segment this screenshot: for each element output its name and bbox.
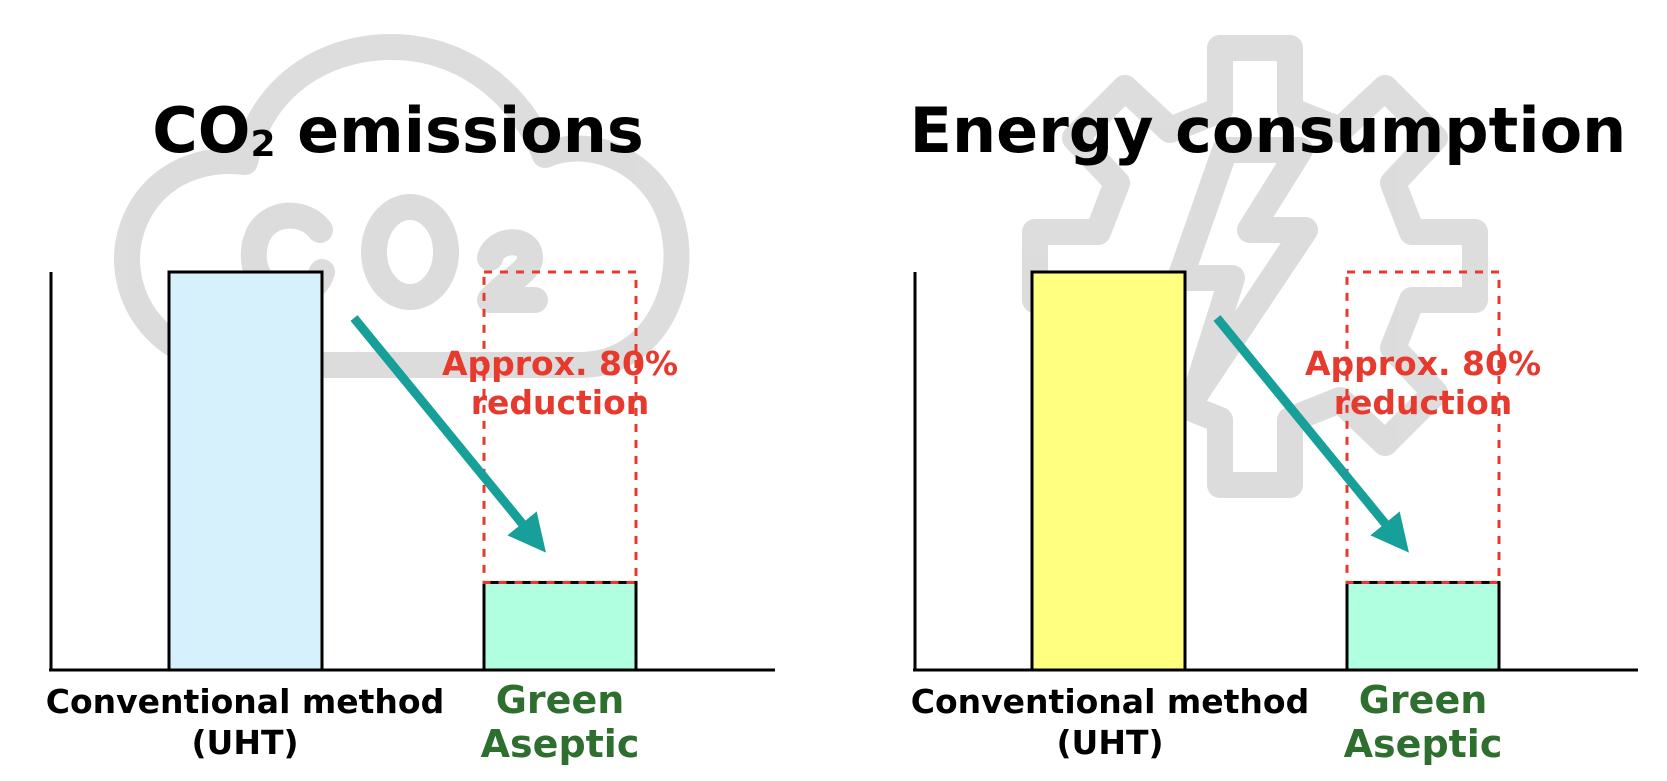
tick-label-aseptic: Aseptic [481, 722, 640, 766]
annotation-line2: reduction [471, 383, 650, 422]
annotation-line2: reduction [1334, 383, 1513, 422]
annotation-line1: Approx. 80% [1305, 344, 1541, 383]
tick-label-conventional-method: Conventional method [911, 682, 1309, 721]
bar-green-aseptic [1345, 580, 1501, 672]
tick-label-green: Green [1359, 678, 1488, 722]
bar-conventional-method [1030, 270, 1187, 672]
title-rest: emissions [276, 94, 644, 167]
tick-label-uht: (UHT) [191, 723, 298, 762]
bar-conventional-method [167, 270, 324, 672]
reduction-arrow [350, 315, 546, 553]
title-subscript: 2 [250, 124, 275, 165]
reduction-arrow [1213, 315, 1409, 553]
tick-label-uht: (UHT) [1056, 723, 1163, 762]
annotation-line1: Approx. 80% [442, 344, 678, 383]
chart-energy-consumption: Energy consumption Approx. 80% reduction… [910, 35, 1638, 766]
reference-dashed-outline [482, 270, 638, 584]
tick-label-green: Green [496, 678, 625, 722]
chart-co2-emissions: CO2 emissions Approx. 80% reduction Conv… [46, 34, 775, 766]
tick-label-aseptic: Aseptic [1344, 722, 1503, 766]
bar-green-aseptic [482, 580, 638, 672]
title-main: CO [152, 94, 250, 167]
chart-title: Energy consumption [910, 94, 1627, 167]
chart-title: CO2 emissions [152, 94, 643, 167]
tick-label-conventional-method: Conventional method [46, 682, 444, 721]
reference-dashed-outline [1345, 270, 1501, 584]
